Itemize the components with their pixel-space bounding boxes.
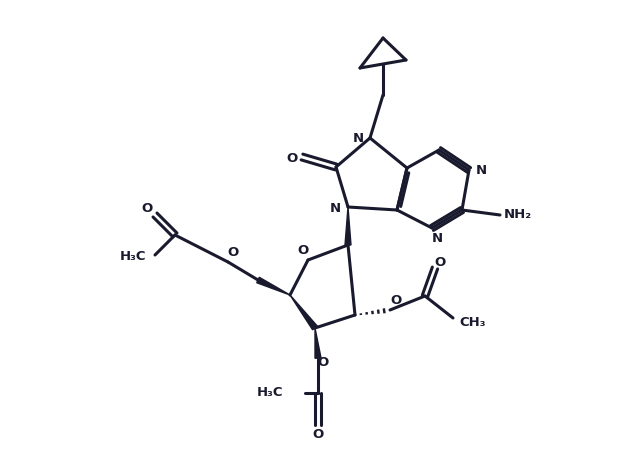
Text: N: N xyxy=(431,232,443,244)
Text: NH₂: NH₂ xyxy=(504,209,532,221)
Polygon shape xyxy=(315,328,321,358)
Text: O: O xyxy=(312,428,324,440)
Text: O: O xyxy=(298,243,308,257)
Text: H₃C: H₃C xyxy=(120,251,147,264)
Polygon shape xyxy=(257,277,290,295)
Text: N: N xyxy=(476,164,486,177)
Polygon shape xyxy=(290,295,317,330)
Text: O: O xyxy=(317,357,328,369)
Polygon shape xyxy=(345,207,351,245)
Text: CH₃: CH₃ xyxy=(460,316,486,329)
Text: O: O xyxy=(286,152,298,165)
Text: O: O xyxy=(390,293,402,306)
Text: O: O xyxy=(227,245,239,258)
Text: N: N xyxy=(330,203,340,216)
Text: O: O xyxy=(435,257,445,269)
Text: N: N xyxy=(353,132,364,144)
Text: O: O xyxy=(141,203,152,216)
Text: H₃C: H₃C xyxy=(257,386,284,400)
